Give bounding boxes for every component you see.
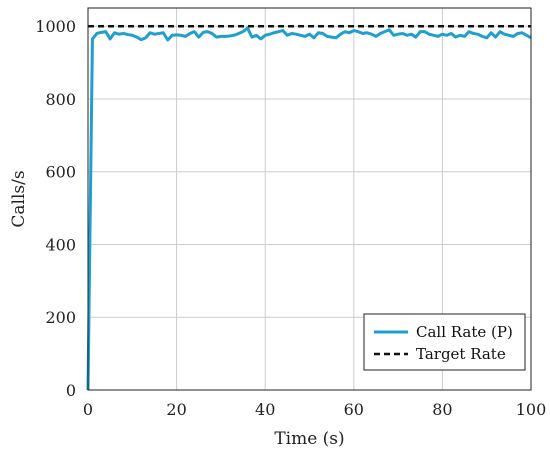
x-tick-label: 100 [516,400,547,419]
y-tick-label: 600 [45,163,76,182]
x-tick-label: 80 [432,400,452,419]
y-tick-label: 200 [45,308,76,327]
legend: Call Rate (P) Target Rate [363,313,526,371]
y-axis-title: Calls/s [9,170,29,227]
legend-label: Call Rate (P) [416,323,513,341]
y-tick-label: 0 [66,381,76,400]
plot-frame [87,7,532,391]
y-tick-label: 800 [45,90,76,109]
x-tick-label: 20 [166,400,186,419]
x-tick-label: 0 [83,400,93,419]
legend-box [363,313,526,371]
series-lines [86,24,532,391]
y-tick-label: 1000 [35,17,76,36]
x-tick-label: 40 [255,400,275,419]
legend-label: Target Rate [416,345,506,363]
y-tick-label: 400 [45,235,76,254]
series-line-call-rate [86,26,532,391]
x-axis-title: Time (s) [274,429,344,449]
x-tick-label: 60 [344,400,364,419]
